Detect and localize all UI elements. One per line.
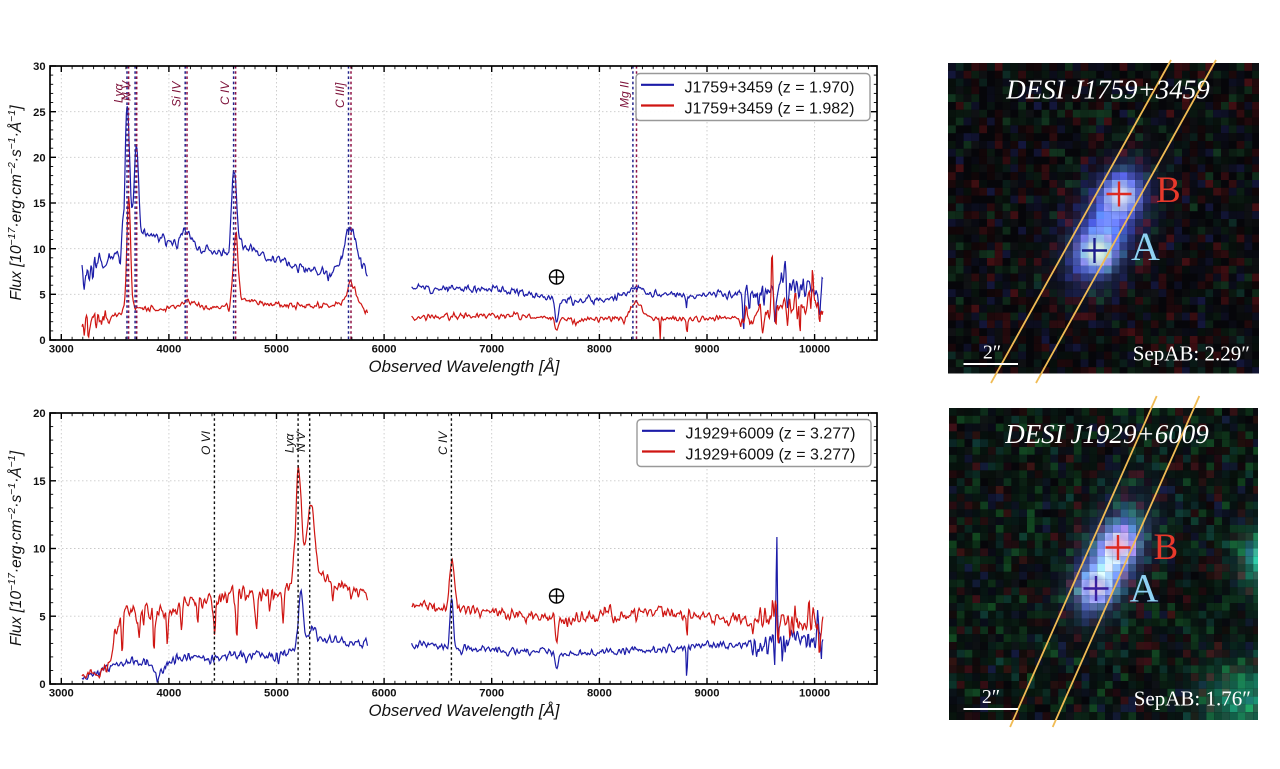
svg-text:10: 10 [33, 244, 45, 256]
svg-text:8000: 8000 [587, 343, 612, 355]
svg-text:20: 20 [33, 408, 45, 420]
svg-text:J1929+6009 (z = 3.277): J1929+6009 (z = 3.277) [686, 446, 856, 463]
svg-text:Lyα: Lyα [283, 433, 297, 453]
svg-text:25: 25 [33, 107, 45, 119]
svg-text:6000: 6000 [372, 343, 397, 355]
svg-text:0: 0 [39, 335, 45, 347]
svg-text:10000: 10000 [799, 687, 830, 699]
svg-text:A: A [1130, 566, 1159, 611]
svg-text:B: B [1154, 527, 1179, 568]
svg-text:3000: 3000 [49, 687, 74, 699]
svg-text:5: 5 [39, 611, 45, 623]
svg-text:C III]: C III] [333, 82, 347, 108]
svg-text:Flux [10−17·erg·cm−2·s−1·Å−1]: Flux [10−17·erg·cm−2·s−1·Å−1] [6, 450, 25, 646]
svg-text:4000: 4000 [156, 343, 181, 355]
svg-text:4000: 4000 [156, 687, 181, 699]
svg-text:7000: 7000 [479, 687, 504, 699]
svg-text:DESI J1759+3459: DESI J1759+3459 [1005, 75, 1210, 105]
svg-text:A: A [1131, 224, 1160, 269]
svg-text:10: 10 [33, 544, 45, 556]
svg-text:Lyα: Lyα [112, 83, 126, 103]
svg-text:0: 0 [39, 679, 45, 691]
svg-text:9000: 9000 [695, 343, 720, 355]
svg-text:N V: N V [120, 80, 134, 101]
svg-text:20: 20 [33, 152, 45, 164]
svg-text:J1929+6009 (z = 3.277): J1929+6009 (z = 3.277) [686, 426, 856, 443]
svg-text:8000: 8000 [587, 687, 612, 699]
svg-text:30: 30 [33, 61, 45, 73]
svg-text:Flux [10−17·erg·cm−2·s−1·Å−1]: Flux [10−17·erg·cm−2·s−1·Å−1] [6, 105, 25, 301]
svg-text:15: 15 [33, 476, 45, 488]
svg-text:6000: 6000 [372, 687, 397, 699]
svg-text:SepAB: 2.29″: SepAB: 2.29″ [1133, 342, 1250, 366]
svg-text:C IV: C IV [218, 81, 232, 105]
svg-text:2″: 2″ [983, 342, 1001, 364]
svg-text:5: 5 [39, 289, 45, 301]
svg-text:9000: 9000 [695, 687, 720, 699]
svg-text:B: B [1156, 170, 1181, 211]
svg-text:O VI: O VI [199, 430, 213, 455]
svg-text:10000: 10000 [799, 343, 830, 355]
svg-text:2″: 2″ [982, 686, 1000, 708]
svg-text:5000: 5000 [264, 343, 289, 355]
svg-text:N V: N V [294, 431, 308, 452]
svg-text:Observed Wavelength [Å]: Observed Wavelength [Å] [369, 357, 560, 376]
svg-text:Mg II: Mg II [617, 81, 631, 108]
svg-text:Observed Wavelength [Å]: Observed Wavelength [Å] [369, 701, 560, 720]
svg-text:Si IV: Si IV [170, 81, 184, 107]
svg-text:SepAB: 1.76″: SepAB: 1.76″ [1134, 687, 1251, 711]
svg-text:15: 15 [33, 198, 45, 210]
svg-text:7000: 7000 [479, 343, 504, 355]
svg-text:5000: 5000 [264, 687, 289, 699]
svg-text:J1759+3459 (z = 1.970): J1759+3459 (z = 1.970) [685, 80, 855, 97]
svg-text:J1759+3459 (z = 1.982): J1759+3459 (z = 1.982) [685, 100, 855, 117]
svg-text:DESI J1929+6009: DESI J1929+6009 [1004, 419, 1209, 449]
svg-text:C IV: C IV [436, 431, 450, 455]
svg-text:3000: 3000 [49, 343, 74, 355]
